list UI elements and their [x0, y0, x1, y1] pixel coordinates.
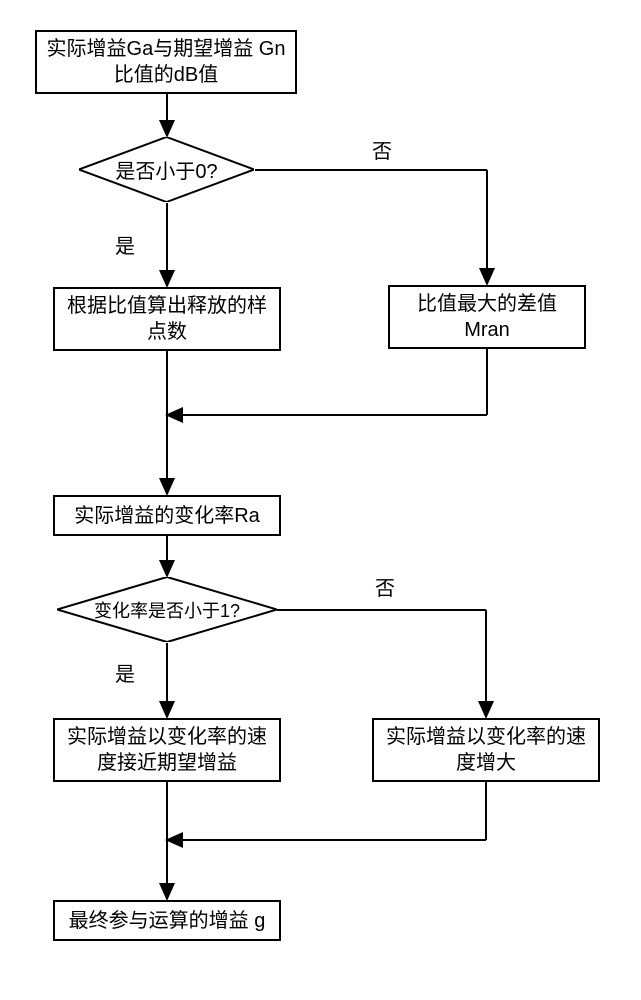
node-approach-expected: 实际增益以变化率的速度接近期望增益	[53, 718, 281, 782]
node-max-diff-mran: 比值最大的差值Mran	[388, 285, 586, 349]
edge-text: 是	[115, 236, 135, 258]
edge-label-yes-2: 是	[115, 658, 135, 687]
node-label: 是否小于0?	[115, 155, 217, 184]
edge-label-yes-1: 是	[115, 230, 135, 259]
node-label: 根据比值算出释放的样点数	[63, 293, 271, 345]
node-final-gain-g: 最终参与运算的增益 g	[53, 900, 281, 941]
edge-label-no-2: 否	[375, 572, 395, 601]
node-label: 实际增益以变化率的速度增大	[382, 724, 590, 776]
node-label: 实际增益的变化率Ra	[74, 503, 260, 529]
node-label: 实际增益以变化率的速度接近期望增益	[63, 724, 271, 776]
decision-rate-less-than-one: 变化率是否小于1?	[57, 577, 277, 642]
node-label: 最终参与运算的增益 g	[69, 908, 266, 934]
node-label: 实际增益Ga与期望增益 Gn比值的dB值	[45, 36, 287, 88]
edge-text: 是	[115, 664, 135, 686]
node-rate-ra: 实际增益的变化率Ra	[53, 495, 281, 536]
node-label: 变化率是否小于1?	[94, 597, 240, 623]
decision-less-than-zero: 是否小于0?	[79, 137, 254, 202]
node-increase: 实际增益以变化率的速度增大	[372, 718, 600, 782]
edge-text: 否	[372, 141, 392, 163]
edge-label-no-1: 否	[372, 135, 392, 164]
node-db-value: 实际增益Ga与期望增益 Gn比值的dB值	[35, 30, 297, 94]
edge-text: 否	[375, 578, 395, 600]
node-label: 比值最大的差值Mran	[398, 291, 576, 343]
node-release-samples: 根据比值算出释放的样点数	[53, 287, 281, 351]
